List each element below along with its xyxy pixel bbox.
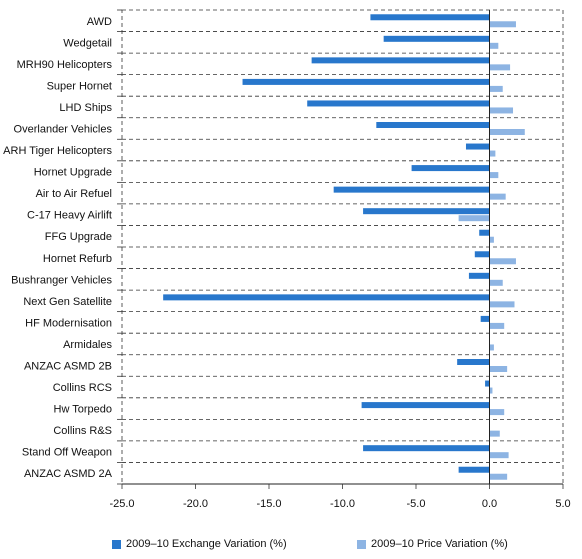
bar-price-11 <box>489 236 494 243</box>
gridlines <box>122 31 563 463</box>
bars <box>163 14 525 480</box>
bar-exchange-13 <box>468 272 490 279</box>
category-label: ANZAC ASMD 2B <box>24 361 112 373</box>
category-label: AWD <box>87 16 112 28</box>
bar-exchange-10 <box>363 208 490 215</box>
category-label: LHD Ships <box>59 102 112 114</box>
bar-exchange-11 <box>479 229 490 236</box>
x-tick-label: -20.0 <box>183 498 208 510</box>
category-label: HF Modernisation <box>25 317 112 329</box>
plot-frame <box>117 9 564 489</box>
bar-price-9 <box>489 193 506 200</box>
bar-exchange-6 <box>376 122 490 128</box>
legend-item-exchange: 2009–10 Exchange Variation (%) <box>112 538 287 550</box>
bar-price-10 <box>458 215 490 222</box>
legend-label-exchange: 2009–10 Exchange Variation (%) <box>126 538 287 550</box>
x-tick-label: 5.0 <box>555 498 570 510</box>
x-tick-label: -15.0 <box>256 498 281 510</box>
bar-price-21 <box>489 452 509 459</box>
legend-swatch-price <box>357 539 366 549</box>
bar-exchange-14 <box>163 294 490 301</box>
category-label: ANZAC ASMD 2A <box>24 468 113 480</box>
bar-price-12 <box>489 258 516 265</box>
category-label: Air to Air Refuel <box>36 188 112 200</box>
bar-price-1 <box>489 21 516 28</box>
bar-price-13 <box>489 279 503 286</box>
category-label: Stand Off Weapon <box>22 447 112 459</box>
category-label: Collins R&S <box>53 425 112 437</box>
bar-price-20 <box>489 430 500 437</box>
bar-exchange-8 <box>411 165 490 172</box>
category-label: ARH Tiger Helicopters <box>3 145 112 157</box>
category-label: Super Hornet <box>47 80 112 92</box>
bar-exchange-15 <box>480 315 490 322</box>
bar-exchange-17 <box>457 359 490 365</box>
bar-price-22 <box>489 473 508 480</box>
bar-price-19 <box>489 409 505 416</box>
category-label: Hornet Refurb <box>43 253 112 265</box>
bar-price-15 <box>489 322 505 329</box>
bar-exchange-18 <box>485 380 490 387</box>
bar-price-3 <box>489 64 511 71</box>
bar-exchange-9 <box>333 186 490 193</box>
legend: 2009–10 Exchange Variation (%) 2009–10 P… <box>0 538 582 554</box>
category-label: FFG Upgrade <box>45 231 112 243</box>
x-tick-label: -10.0 <box>330 498 355 510</box>
bar-price-7 <box>489 150 496 157</box>
category-label: Hw Torpedo <box>54 404 113 416</box>
bar-price-2 <box>489 42 499 49</box>
bar-price-14 <box>489 301 515 308</box>
category-label: Wedgetail <box>63 37 112 49</box>
bar-price-18 <box>489 387 493 394</box>
bar-exchange-21 <box>363 445 490 452</box>
category-label: Next Gen Satellite <box>23 296 112 308</box>
bar-exchange-22 <box>458 466 490 473</box>
category-label: Hornet Upgrade <box>34 167 112 179</box>
bar-exchange-19 <box>361 402 490 409</box>
category-label: Armidales <box>63 339 112 351</box>
x-tick-label: 0.0 <box>482 498 497 510</box>
x-tick-label: -25.0 <box>109 498 134 510</box>
category-label: MRH90 Helicopters <box>17 59 113 71</box>
category-label: Overlander Vehicles <box>14 124 113 136</box>
bar-exchange-12 <box>474 251 490 258</box>
bar-price-4 <box>489 85 503 92</box>
legend-swatch-exchange <box>112 539 121 549</box>
bar-price-6 <box>489 129 525 135</box>
bar-price-8 <box>489 172 499 179</box>
bar-exchange-4 <box>242 78 490 85</box>
bar-exchange-5 <box>307 100 490 107</box>
bar-exchange-7 <box>465 143 490 150</box>
bar-exchange-2 <box>383 35 490 42</box>
x-tick-labels: -25.0 -20.0 -15.0 -10.0 -5.0 0.0 5.0 <box>109 498 570 510</box>
bar-price-16 <box>489 344 494 351</box>
category-label: Collins RCS <box>53 382 112 394</box>
bar-exchange-3 <box>311 57 490 64</box>
category-labels: AWD Wedgetail MRH90 Helicopters Super Horne… <box>3 16 112 480</box>
legend-item-price: 2009–10 Price Variation (%) <box>357 538 508 550</box>
category-label: Bushranger Vehicles <box>11 274 112 286</box>
bar-price-17 <box>489 366 508 372</box>
bar-exchange-1 <box>370 14 490 21</box>
x-tick-label: -5.0 <box>407 498 426 510</box>
legend-label-price: 2009–10 Price Variation (%) <box>371 538 508 550</box>
category-label: C-17 Heavy Airlift <box>27 210 112 222</box>
bar-price-5 <box>489 107 514 114</box>
